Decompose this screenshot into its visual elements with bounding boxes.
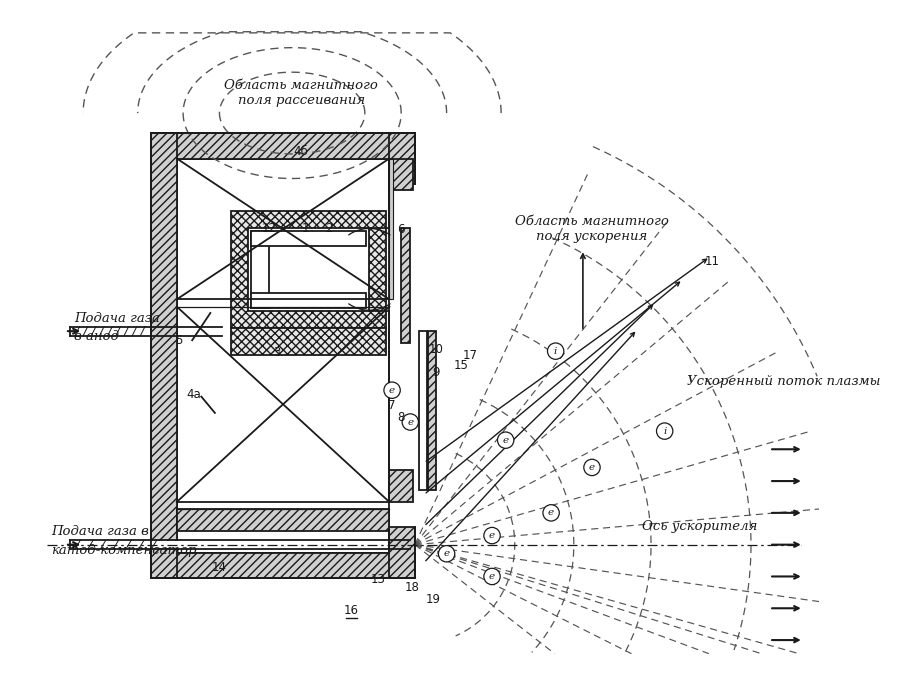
Bar (248, 227, 369, 311)
Text: e: e (389, 386, 395, 395)
Text: e: e (502, 436, 508, 445)
Bar (251, 293, 365, 308)
Circle shape (543, 505, 559, 521)
Bar (251, 232, 269, 308)
Text: e: e (489, 531, 495, 540)
Bar (151, 133, 415, 158)
Bar (390, 158, 413, 190)
Text: 13: 13 (371, 573, 386, 586)
Circle shape (438, 545, 454, 562)
Text: e: e (489, 572, 495, 581)
Bar (251, 232, 365, 246)
Text: 9: 9 (432, 366, 439, 379)
Text: Ось ускорителя: Ось ускорителя (642, 520, 757, 533)
Bar (231, 211, 386, 327)
Bar (151, 553, 415, 578)
Circle shape (484, 569, 500, 584)
Text: 14: 14 (212, 561, 227, 574)
Bar (428, 331, 436, 490)
Text: 7: 7 (388, 399, 396, 412)
Text: 15: 15 (454, 359, 469, 372)
Bar (419, 331, 427, 490)
Bar (390, 527, 415, 578)
Bar (390, 158, 393, 299)
Text: i: i (663, 427, 666, 436)
Text: e: e (589, 463, 595, 472)
Text: e: e (444, 549, 450, 558)
Text: в анод: в анод (74, 330, 119, 343)
Circle shape (384, 382, 400, 399)
Text: 11: 11 (705, 255, 719, 268)
Bar (390, 133, 415, 184)
Text: Ускоренный поток плазмы: Ускоренный поток плазмы (688, 375, 881, 388)
Bar (151, 133, 176, 578)
Text: 10: 10 (428, 342, 443, 356)
Text: 5: 5 (175, 334, 183, 347)
Text: e: e (548, 508, 554, 517)
Text: 3: 3 (273, 345, 281, 358)
Text: e: e (407, 417, 413, 427)
Circle shape (498, 432, 514, 449)
Text: Область магнитного
поля рассеивания: Область магнитного поля рассеивания (224, 79, 378, 107)
Bar (401, 227, 410, 343)
Bar (176, 509, 390, 531)
Text: 6: 6 (398, 223, 405, 236)
Bar (231, 327, 386, 355)
Text: Область магнитного
поля ускорения: Область магнитного поля ускорения (515, 215, 669, 243)
Text: 19: 19 (426, 593, 440, 606)
Text: Подача газа в: Подача газа в (51, 525, 149, 538)
Circle shape (547, 343, 563, 360)
Text: 16: 16 (344, 604, 359, 617)
Text: 18: 18 (405, 581, 419, 594)
Text: 4б: 4б (294, 145, 309, 158)
Circle shape (656, 423, 673, 439)
Bar (176, 158, 390, 553)
Text: 2: 2 (325, 222, 332, 235)
Text: 8: 8 (398, 411, 405, 424)
Circle shape (584, 459, 600, 475)
Text: Подача газа: Подача газа (74, 312, 160, 325)
Text: 4а: 4а (186, 388, 202, 401)
Circle shape (402, 414, 418, 430)
Text: 1: 1 (302, 222, 310, 235)
Bar (390, 470, 413, 502)
Text: 17: 17 (463, 349, 478, 362)
Text: 12: 12 (262, 222, 277, 235)
Text: i: i (554, 347, 557, 356)
Text: катод-компенсатор: катод-компенсатор (51, 544, 197, 557)
Circle shape (484, 527, 500, 544)
Bar (71, 541, 239, 548)
